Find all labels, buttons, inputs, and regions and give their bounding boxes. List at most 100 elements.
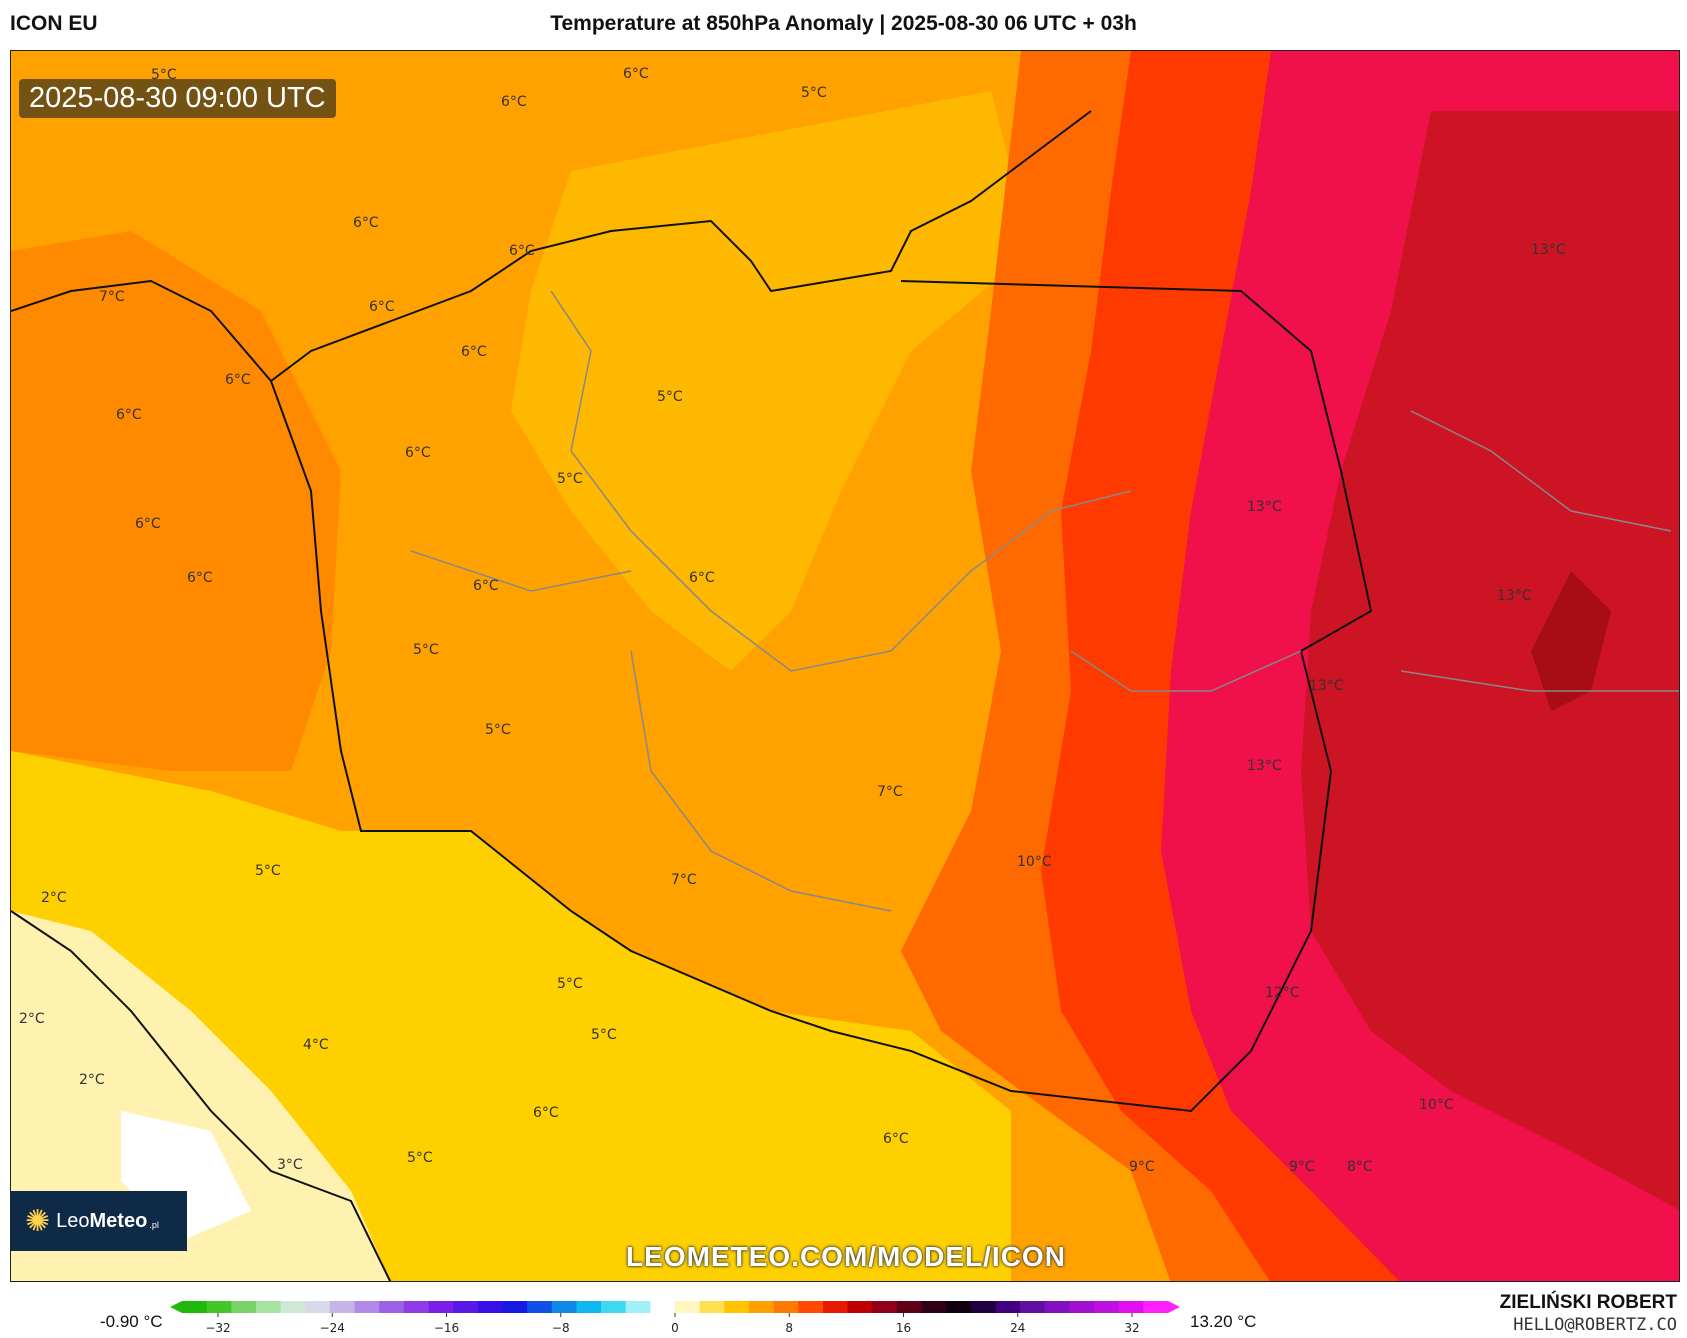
temperature-label: 6°C — [405, 445, 431, 461]
temperature-label: 5°C — [485, 722, 511, 738]
map-panel: 6°C 6°C 5°C 5°C 6°C 6°C 7°C 6°C 6°C 6°C 6°C 6°C 5°C 6… — [10, 50, 1680, 1282]
colorbar-tick-label: −32 — [205, 1321, 230, 1335]
band-dark-red — [1301, 111, 1679, 1210]
logo-text-bold: Meteo — [89, 1209, 148, 1232]
colorbar-cell — [1118, 1301, 1144, 1313]
temperature-label: 9°C — [1129, 1159, 1155, 1175]
coastline — [11, 110, 1092, 383]
colorbar-cell — [921, 1301, 947, 1313]
colorbar-cells — [170, 1301, 1180, 1313]
colorbar: −32 −24 −16 −8 0 8 16 24 32 — [170, 1301, 1180, 1335]
colorbar-cell — [231, 1301, 257, 1313]
yellow-zone-north — [511, 91, 1031, 671]
colorbar-cell — [354, 1301, 380, 1313]
temperature-label: 6°C — [501, 94, 527, 110]
colorbar-cell — [329, 1301, 356, 1313]
colorbar-cell — [1094, 1301, 1120, 1313]
temperature-label: 13°C — [1247, 758, 1282, 774]
colorbar-cell — [724, 1301, 750, 1313]
max-core — [1531, 571, 1611, 711]
colorbar-cell — [576, 1301, 602, 1313]
temperature-label: 6°C — [135, 516, 161, 532]
country-border-sw — [11, 910, 392, 1281]
colorbar-tick-label: 0 — [671, 1321, 679, 1335]
colorbar-cell — [847, 1301, 873, 1313]
model-name: ICON EU — [10, 12, 98, 35]
sun-icon: ✺ — [25, 1204, 51, 1238]
country-border — [270, 280, 1373, 1113]
anomaly-map: 6°C 6°C 5°C 5°C 6°C 6°C 7°C 6°C 6°C 6°C 6°C 6°C 5°C 6… — [11, 51, 1679, 1281]
colorbar-cell — [502, 1301, 528, 1313]
colorbar-cell — [822, 1301, 849, 1313]
colorbar-cell — [872, 1301, 898, 1313]
colorbar-cell — [305, 1301, 331, 1313]
colorbar-cell — [798, 1301, 824, 1313]
temperature-label: 5°C — [413, 642, 439, 658]
temperature-label: 6°C — [509, 243, 535, 259]
logo-text-light: Leo — [56, 1209, 90, 1232]
temperature-label: 5°C — [557, 471, 583, 487]
temperature-label: 6°C — [353, 215, 379, 231]
leometeo-logo[interactable]: ✺ Leo Meteo .pl — [11, 1191, 187, 1251]
temperature-label: 7°C — [877, 784, 903, 800]
colorbar-cell — [379, 1301, 405, 1313]
pale-zone-sw — [11, 911, 391, 1281]
colorbar-cell — [946, 1301, 972, 1313]
temperature-label: 5°C — [255, 863, 281, 879]
colorbar-right-arrow — [1168, 1301, 1180, 1313]
colorbar-cell — [995, 1301, 1021, 1313]
map-title: Temperature at 850hPa Anomaly | 2025-08-… — [550, 12, 1137, 35]
author-email[interactable]: HELLO@ROBERTZ.CO — [1513, 1315, 1677, 1335]
temperature-label: 6°C — [225, 372, 251, 388]
colorbar-cell — [428, 1301, 454, 1313]
colorbar-cell — [1020, 1301, 1046, 1313]
colorbar-cell — [477, 1301, 503, 1313]
colorbar-cell — [675, 1301, 701, 1313]
logo-text-suffix: .pl — [149, 1220, 159, 1230]
colorbar-cell — [773, 1301, 799, 1313]
colorbar-cell — [625, 1301, 651, 1313]
temperature-label: 5°C — [407, 1150, 433, 1166]
colorbar-cell — [453, 1301, 479, 1313]
colorbar-min-label: -0.90 °C — [100, 1312, 163, 1331]
colorbar-cell — [551, 1301, 577, 1313]
colorbar-cell — [1069, 1301, 1095, 1313]
temperature-label: 9°C — [1289, 1159, 1315, 1175]
colorbar-tick-label: −8 — [552, 1321, 570, 1335]
temperature-label: 7°C — [99, 289, 125, 305]
temperature-label: 10°C — [1419, 1097, 1454, 1113]
temperature-label: 3°C — [277, 1157, 303, 1173]
colorbar-left-arrow — [170, 1301, 182, 1313]
author-name: ZIELIŃSKI ROBERT — [1499, 1292, 1677, 1313]
temperature-label: 13°C — [1247, 499, 1282, 515]
colorbar-cell — [403, 1301, 429, 1313]
temperature-label: 6°C — [473, 578, 499, 594]
temperature-label: 5°C — [591, 1027, 617, 1043]
temperature-label: 13°C — [1497, 588, 1532, 604]
temperature-label: 6°C — [461, 344, 487, 360]
temperature-label: 2°C — [79, 1072, 105, 1088]
colorbar-cell — [650, 1301, 676, 1313]
temperature-label: 6°C — [533, 1105, 559, 1121]
colorbar-max-label: 13.20 °C — [1190, 1312, 1257, 1331]
temperature-label: 6°C — [187, 570, 213, 586]
temperature-label: 5°C — [557, 976, 583, 992]
colorbar-cell — [255, 1301, 282, 1313]
colorbar-cell — [527, 1301, 553, 1313]
temperature-label: 6°C — [883, 1131, 909, 1147]
temperature-label: 5°C — [657, 389, 683, 405]
temperature-label: 13°C — [1309, 678, 1344, 694]
temperature-label: 6°C — [623, 66, 649, 82]
region-borders — [410, 290, 1679, 912]
colorbar-cell — [601, 1301, 627, 1313]
temperature-label: 7°C — [671, 872, 697, 888]
valid-time-badge: 2025-08-30 09:00 UTC — [19, 79, 336, 118]
temperature-label: 6°C — [689, 570, 715, 586]
temperature-label: 6°C — [369, 299, 395, 315]
temperature-label: 6°C — [116, 407, 142, 423]
colorbar-cell — [748, 1301, 775, 1313]
temperature-label: 13°C — [1531, 242, 1566, 258]
colorbar-cell — [280, 1301, 306, 1313]
temperature-label: 5°C — [801, 85, 827, 101]
colorbar-tick-label: 32 — [1124, 1321, 1139, 1335]
